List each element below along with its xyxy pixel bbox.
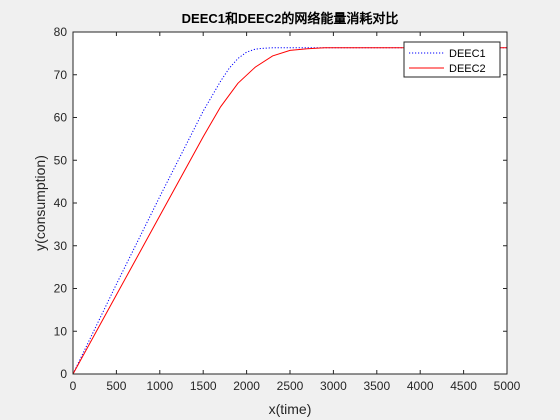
x-tick-label: 4000 xyxy=(407,379,434,393)
legend: DEEC1 DEEC2 xyxy=(403,41,501,78)
y-tick-label: 80 xyxy=(54,25,68,39)
x-tick-label: 4500 xyxy=(450,379,477,393)
series-layer xyxy=(72,47,507,375)
x-tick-label: 3500 xyxy=(363,379,390,393)
x-tick-label: 1500 xyxy=(190,379,217,393)
legend-box xyxy=(403,41,501,78)
legend-label-deec2: DEEC2 xyxy=(449,63,486,75)
x-axis-label: x(time) xyxy=(269,401,312,417)
series-line-deec1 xyxy=(72,47,507,375)
y-tick-label: 60 xyxy=(54,111,68,125)
axes-layer: 0 500 1000 1500 2000 2500 3000 3500 4000 4500 5000… xyxy=(54,25,521,393)
y-tick-label: 10 xyxy=(54,324,68,338)
y-tick-label: 0 xyxy=(60,367,67,381)
y-tick-label: 20 xyxy=(54,282,68,296)
y-axis-label: y(consumption) xyxy=(32,155,48,251)
x-tick-label: 500 xyxy=(106,379,126,393)
y-tick-label: 40 xyxy=(54,196,68,210)
x-tick-label: 5000 xyxy=(494,379,521,393)
x-tick-label: 3000 xyxy=(320,379,347,393)
legend-label-deec1: DEEC1 xyxy=(449,48,486,60)
series-line-deec2 xyxy=(72,47,507,375)
x-tick-label: 2000 xyxy=(233,379,260,393)
y-tick-label: 70 xyxy=(54,68,68,82)
chart-title: DEEC1和DEEC2的网络能量消耗对比 xyxy=(182,11,399,26)
y-tick-label: 30 xyxy=(54,239,68,253)
plot-area xyxy=(73,32,507,374)
x-tick-label: 1000 xyxy=(146,379,173,393)
y-tick-label: 50 xyxy=(54,153,68,167)
x-tick-label: 0 xyxy=(70,379,77,393)
x-tick-label: 2500 xyxy=(277,379,304,393)
